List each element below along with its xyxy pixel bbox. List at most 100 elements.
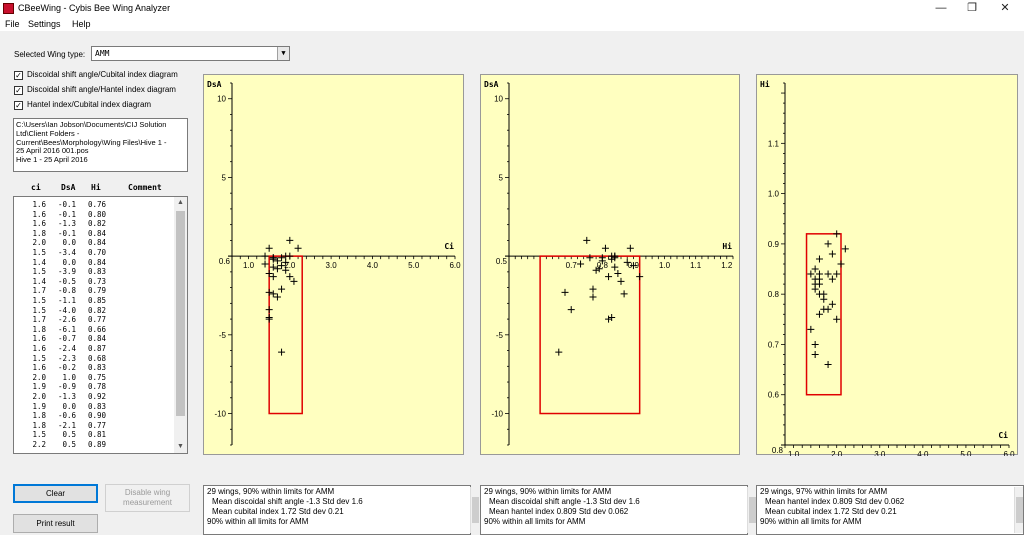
data-point [807, 270, 815, 278]
checkmark-icon[interactable]: ✓ [14, 101, 23, 110]
list-cell-hi: 0.82 [87, 219, 106, 229]
checkbox-dsa-hi[interactable]: ✓ Discoidal shift angle/Hantel index dia… [14, 85, 176, 95]
data-point [561, 288, 569, 296]
list-cell-dsa: -0.1 [57, 200, 76, 209]
summary-scrollbar[interactable] [470, 487, 479, 533]
chevron-down-icon[interactable]: ▼ [277, 47, 289, 60]
scroll-thumb[interactable] [176, 211, 185, 416]
list-cell-dsa: -4.0 [57, 305, 76, 315]
list-cell-dsa: -2.3 [57, 353, 76, 363]
list-item[interactable]: 2.0 -1.3 0.92 [14, 392, 174, 401]
data-point [824, 270, 832, 278]
checkmark-icon[interactable]: ✓ [14, 71, 23, 80]
x-axis-label: Hi [722, 241, 732, 251]
list-item[interactable]: 1.6 -1.3 0.82 [14, 219, 174, 228]
wing-measurement-list[interactable]: 1.6 -0.1 0.76 1.6 -0.1 0.80 1.6 -1.3 0.82 1.8 -0.1… [13, 196, 188, 454]
list-cell-dsa: -1.1 [57, 296, 76, 305]
summary-scrollbar[interactable] [1014, 487, 1023, 533]
list-cell-dsa: -0.1 [57, 228, 76, 238]
list-item[interactable]: 1.8 -0.6 0.90 [14, 411, 174, 420]
list-item[interactable]: 1.5 -3.4 0.70 [14, 248, 174, 257]
list-item[interactable]: 1.4 0.0 0.84 [14, 258, 174, 267]
data-point [636, 273, 644, 281]
list-item[interactable]: 1.8 -2.1 0.77 [14, 421, 174, 430]
list-item[interactable]: 1.4 -0.5 0.73 [14, 277, 174, 286]
list-item[interactable]: 2.0 0.0 0.84 [14, 238, 174, 247]
x-tick-label: 6.0 [449, 261, 461, 270]
maximize-icon[interactable]: ❐ [967, 2, 977, 14]
close-icon[interactable]: ✕ [1000, 2, 1010, 14]
list-cell-dsa: 0.5 [62, 440, 76, 449]
print-result-button[interactable]: Print result [13, 514, 98, 533]
limit-box [268, 255, 303, 415]
list-cell-dsa: 0.5 [62, 430, 76, 440]
data-point [286, 273, 294, 281]
list-item[interactable]: 1.6 -0.7 0.84 [14, 334, 174, 343]
list-item[interactable]: 1.6 -0.1 0.80 [14, 210, 174, 219]
list-item[interactable]: 1.8 -6.1 0.66 [14, 325, 174, 334]
list-item[interactable]: 1.5 -4.0 0.82 [14, 306, 174, 315]
wing-type-label: Selected Wing type: [14, 50, 86, 59]
y-tick-label: 0.8 [768, 290, 780, 299]
data-point [265, 306, 273, 314]
list-item[interactable]: 1.9 -0.9 0.78 [14, 382, 174, 391]
file-path-line: Current\Bees\Morphology\Wing Files\Hive … [16, 137, 167, 147]
list-cell-ci: 1.4 [32, 257, 46, 267]
list-cell-hi: 0.76 [87, 200, 106, 209]
clear-button[interactable]: Clear [13, 484, 98, 503]
y-tick-label: 0.7 [768, 340, 780, 349]
list-item[interactable]: 1.5 0.5 0.81 [14, 430, 174, 439]
list-cell-hi: 0.85 [87, 296, 106, 305]
checkmark-icon[interactable]: ✓ [14, 86, 23, 95]
scroll-up-icon[interactable]: ▲ [177, 199, 184, 206]
list-item[interactable]: 2.0 1.0 0.75 [14, 373, 174, 382]
list-item[interactable]: 1.6 -0.1 0.76 [14, 200, 174, 209]
data-point [828, 300, 836, 308]
list-item[interactable]: 1.6 -0.2 0.83 [14, 363, 174, 372]
list-item[interactable]: 1.5 -3.9 0.83 [14, 267, 174, 276]
y-tick-label: 0.9 [768, 240, 780, 249]
menu-settings[interactable]: Settings [28, 19, 61, 29]
list-cell-ci: 1.6 [32, 344, 46, 353]
x-tick-label: 1.1 [690, 261, 702, 270]
list-item[interactable]: 2.2 0.5 0.89 [14, 440, 174, 449]
list-cell-dsa: -0.8 [57, 286, 76, 296]
checkbox-hi-ci[interactable]: ✓ Hantel index/Cubital index diagram [14, 100, 152, 110]
list-cell-ci: 1.5 [32, 305, 46, 315]
list-cell-hi: 0.83 [87, 267, 106, 277]
list-scrollbar[interactable]: ▲ ▼ [174, 197, 187, 453]
list-item[interactable]: 1.7 -0.8 0.79 [14, 286, 174, 295]
y-tick-label: 10 [494, 95, 503, 104]
list-cell-dsa: -0.5 [57, 276, 76, 286]
data-point [608, 252, 616, 260]
list-item[interactable]: 1.5 -2.3 0.68 [14, 354, 174, 363]
list-cell-dsa: -3.9 [57, 267, 76, 277]
data-point [261, 252, 269, 260]
x-axis-label: Ci [998, 430, 1008, 440]
list-cell-hi: 0.89 [87, 440, 106, 449]
list-item[interactable]: 1.6 -2.4 0.87 [14, 344, 174, 353]
y-axis-label: DsA [207, 80, 222, 89]
data-point [278, 262, 286, 270]
summary-scrollbar[interactable] [747, 487, 756, 533]
wing-type-select[interactable]: AMM ▼ [91, 46, 290, 61]
minimize-icon[interactable]: — [935, 2, 947, 14]
data-point [824, 361, 832, 369]
list-item[interactable]: 1.9 0.0 0.83 [14, 402, 174, 411]
list-item[interactable]: 1.8 -0.1 0.84 [14, 229, 174, 238]
file-path-line: Ltd\Client Folders - [16, 128, 80, 138]
data-point [290, 277, 298, 285]
checkbox-dsa-ci[interactable]: ✓ Discoidal shift angle/Cubital index di… [14, 70, 178, 80]
data-point [617, 277, 625, 285]
menu-file[interactable]: File [5, 19, 20, 29]
list-item[interactable]: 1.7 -2.6 0.77 [14, 315, 174, 324]
file-path-box: C:\Users\Ian Jobson\Documents\CIJ Soluti… [13, 118, 188, 172]
menu-help[interactable]: Help [72, 19, 91, 29]
list-item[interactable]: 1.5 -1.1 0.85 [14, 296, 174, 305]
list-cell-ci: 1.5 [32, 353, 46, 363]
scroll-down-icon[interactable]: ▼ [177, 443, 184, 450]
column-header-comment: Comment [128, 183, 162, 192]
data-point [265, 269, 273, 277]
list-cell-ci: 1.8 [32, 324, 46, 334]
data-point [605, 273, 613, 281]
